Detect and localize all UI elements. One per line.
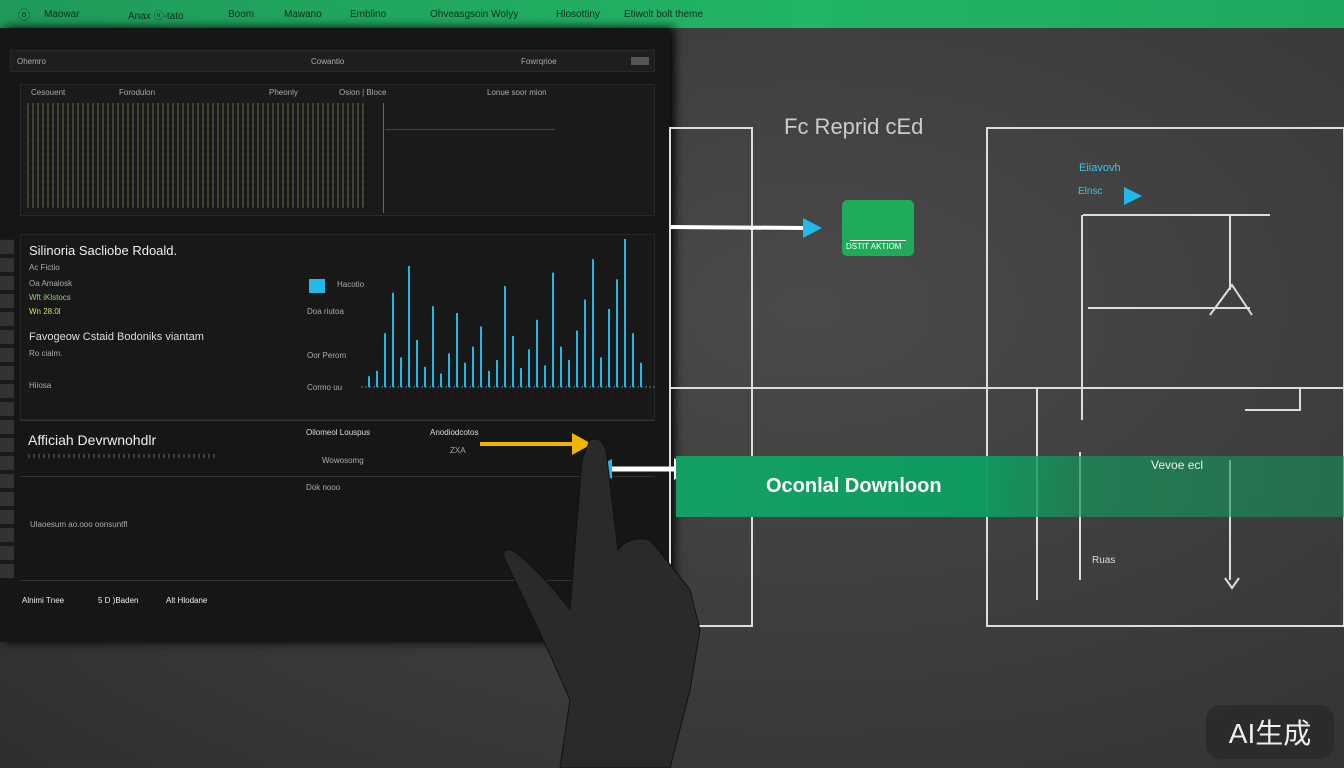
hand-image <box>503 438 701 768</box>
watermark-text: AI生成 <box>1228 718 1312 749</box>
menu-button[interactable] <box>631 57 649 65</box>
divider <box>20 476 655 477</box>
divider <box>850 240 906 241</box>
text: Ac Fictio <box>29 263 60 272</box>
data-table: Cesouent Forodulon Pheonly Osion | Bloce… <box>20 84 655 216</box>
value: Wowosomg <box>322 456 364 465</box>
diagram-label: Vevoe ecl <box>1151 458 1204 472</box>
download-label: Oconlal Downloon <box>766 475 942 497</box>
diagram-label: Eiiavovh <box>1079 162 1121 174</box>
divider <box>20 420 655 421</box>
column-header[interactable]: Osion | Bloce <box>339 88 387 97</box>
nav-item[interactable]: Ohveasgsoin Wolyy <box>430 8 519 20</box>
nav-item[interactable]: Boom <box>228 8 255 20</box>
divider <box>20 580 655 581</box>
diagram-label: Ruas <box>1092 555 1116 566</box>
footer-item[interactable]: 5 D )Baden <box>98 596 139 605</box>
analytics-section: Silinoria Sacliobe Rdoald. Ac Fictio Oa … <box>20 234 656 420</box>
nav-item[interactable]: Anax ⓥ-tato <box>128 10 184 22</box>
dotted-line <box>28 454 218 458</box>
button-label: DSTIT AKTIOM <box>846 242 902 251</box>
footer-item[interactable]: Alt Hlodane <box>166 596 208 605</box>
chart-label: Cormo uu <box>307 383 343 392</box>
toolbar-tab[interactable]: Cowantio <box>311 57 345 66</box>
section-title: Afficiah Devrwnohdlr <box>28 432 157 448</box>
logo-icon: ⓞ <box>18 7 31 22</box>
column-label: Anodiodcotos <box>430 428 479 437</box>
text: Wft iKlstocs <box>29 293 71 302</box>
text: Hiiosa <box>29 381 52 390</box>
text: Wn 28.0l <box>29 307 61 316</box>
value: Dok nooo <box>306 483 341 492</box>
chart-label: Oor Perom <box>307 351 347 360</box>
chart-label: Doa riutoa <box>307 307 344 316</box>
column-header[interactable]: Forodulon <box>119 88 156 97</box>
ai-generated-watermark: AI生成 <box>1206 705 1334 759</box>
section-title: Silinoria Sacliobe Rdoald. <box>29 243 178 258</box>
column-header[interactable]: Lonue soor mion <box>487 88 547 97</box>
divider <box>383 103 384 213</box>
download-banner[interactable]: Oconlal Downloon Vevoe ecl <box>676 456 1344 517</box>
nav-item[interactable]: Emblino <box>350 8 387 20</box>
diagram-title: Fc Reprid cEd <box>784 114 924 139</box>
nav-item[interactable]: Mawano <box>284 8 322 20</box>
table-rows <box>27 103 367 208</box>
text: Ro cialm. <box>29 349 63 358</box>
nav-item[interactable]: Etiwolt bolt theme <box>624 8 703 20</box>
toolbar-tab[interactable]: Fowrqrioe <box>521 57 557 66</box>
column-header[interactable]: Cesouent <box>31 88 66 97</box>
column-header[interactable]: Pheonly <box>269 88 298 97</box>
nav-item[interactable]: Maowar <box>44 8 80 20</box>
subtitle: Favogeow Cstaid Bodoniks viantam <box>29 331 204 343</box>
value: ZXA <box>450 446 466 455</box>
diagram-label: Elnsc <box>1078 186 1103 197</box>
toolbar: Ohemro Cowantio Fowrqrioe <box>10 50 655 72</box>
column-label: Oilomeol Louspus <box>306 428 371 437</box>
action-button[interactable]: DSTIT AKTIOM <box>842 200 914 256</box>
side-icon-strip[interactable] <box>0 238 14 578</box>
text: Ulaoesum ao.ooo oonsuntfl <box>30 520 128 529</box>
footer-item[interactable]: Alnimi Tnee <box>22 596 65 605</box>
spike-chart <box>361 239 656 388</box>
nav-item[interactable]: Hlosottiny <box>556 8 600 20</box>
toolbar-label: Ohemro <box>17 57 46 66</box>
divider <box>385 129 555 130</box>
text: Oa Amaiosk <box>29 279 73 288</box>
chart-label: Hacotio <box>337 280 365 289</box>
dashboard-panel: Ohemro Cowantio Fowrqrioe Cesouent Forod… <box>0 28 670 642</box>
legend-swatch <box>309 279 325 293</box>
top-nav-bar: ⓞ Maowar Anax ⓥ-tato Boom Mawano Emblino… <box>0 0 1344 28</box>
